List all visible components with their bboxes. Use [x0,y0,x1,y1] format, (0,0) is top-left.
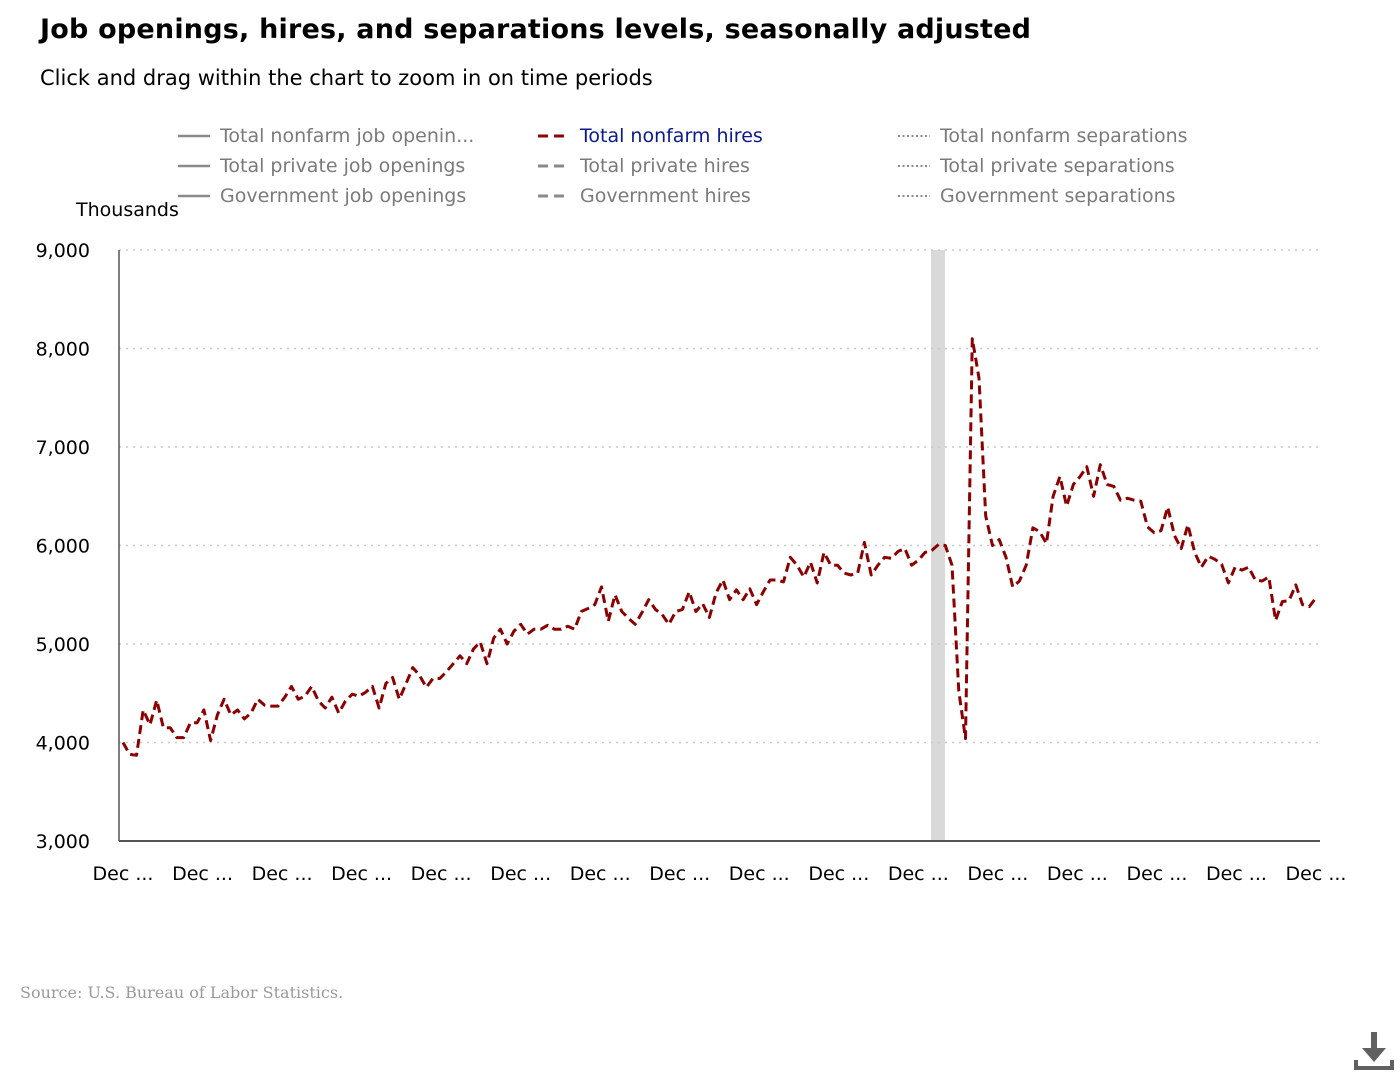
y-tick-label: 7,000 [36,437,90,459]
x-tick-label: Dec ... [729,863,790,885]
legend-label: Government separations [940,185,1176,207]
x-tick-label: Dec ... [252,863,313,885]
x-tick-label: Dec ... [967,863,1028,885]
legend-label: Government job openings [220,185,467,207]
legend-label: Total nonfarm job openin... [220,125,475,147]
legend-item[interactable]: Government hires [536,182,751,210]
x-tick-label: Dec ... [331,863,392,885]
legend-swatch [538,164,570,168]
legend-label: Total private job openings [220,155,466,177]
y-tick-label: 4,000 [36,733,90,755]
legend-item[interactable]: Total nonfarm job openin... [176,122,474,150]
x-tick-label: Dec ... [411,863,472,885]
y-tick-label: 3,000 [36,831,90,853]
source-note: Source: U.S. Bureau of Labor Statistics. [20,983,344,1002]
legend-swatch [178,134,210,138]
chart-subtitle: Click and drag within the chart to zoom … [40,66,653,90]
legend-swatch [898,195,930,197]
legend-swatch [538,194,570,198]
legend-label: Government hires [580,185,751,207]
legend-item[interactable]: Total private job openings [176,152,465,180]
legend-swatch [898,135,930,137]
x-tick-label: Dec ... [490,863,551,885]
x-tick-label: Dec ... [1126,863,1187,885]
y-tick-label: 8,000 [36,339,90,361]
download-icon[interactable] [1352,1030,1396,1074]
legend-item[interactable]: Total private separations [896,152,1175,180]
chart-legend: Total nonfarm job openin... Total nonfarm… [176,122,1236,214]
legend-label: Total private hires [580,155,750,177]
legend-item[interactable]: Government separations [896,182,1176,210]
legend-item[interactable]: Government job openings [176,182,466,210]
x-tick-label: Dec ... [570,863,631,885]
legend-swatch [178,164,210,168]
y-tick-label: 6,000 [36,536,90,558]
legend-label: Total nonfarm separations [940,125,1188,147]
y-axis-label: Thousands [76,199,179,221]
x-tick-label: Dec ... [93,863,154,885]
line-chart[interactable]: 3,000 4,000 5,000 6,000 7,000 8,000 9,000 Dec .… [0,0,1400,900]
x-tick-label: Dec ... [1206,863,1267,885]
x-tick-label: Dec ... [888,863,949,885]
x-tick-label: Dec ... [1047,863,1108,885]
legend-item[interactable]: Total nonfarm separations [896,122,1188,150]
legend-swatch [178,194,210,198]
legend-item[interactable]: Total private hires [536,152,750,180]
x-tick-label: Dec ... [1286,863,1347,885]
y-tick-label: 5,000 [36,634,90,656]
legend-swatch [538,134,570,138]
chart-title: Job openings, hires, and separations lev… [40,14,1032,45]
legend-swatch [898,165,930,167]
series-line-total-nonfarm-hires[interactable] [121,337,1318,757]
x-tick-label: Dec ... [808,863,869,885]
legend-label: Total nonfarm hires [580,125,763,147]
legend-item[interactable]: Total nonfarm hires [536,122,763,150]
x-tick-label: Dec ... [172,863,233,885]
x-tick-label: Dec ... [649,863,710,885]
legend-label: Total private separations [940,155,1175,177]
y-tick-label: 9,000 [36,240,90,262]
